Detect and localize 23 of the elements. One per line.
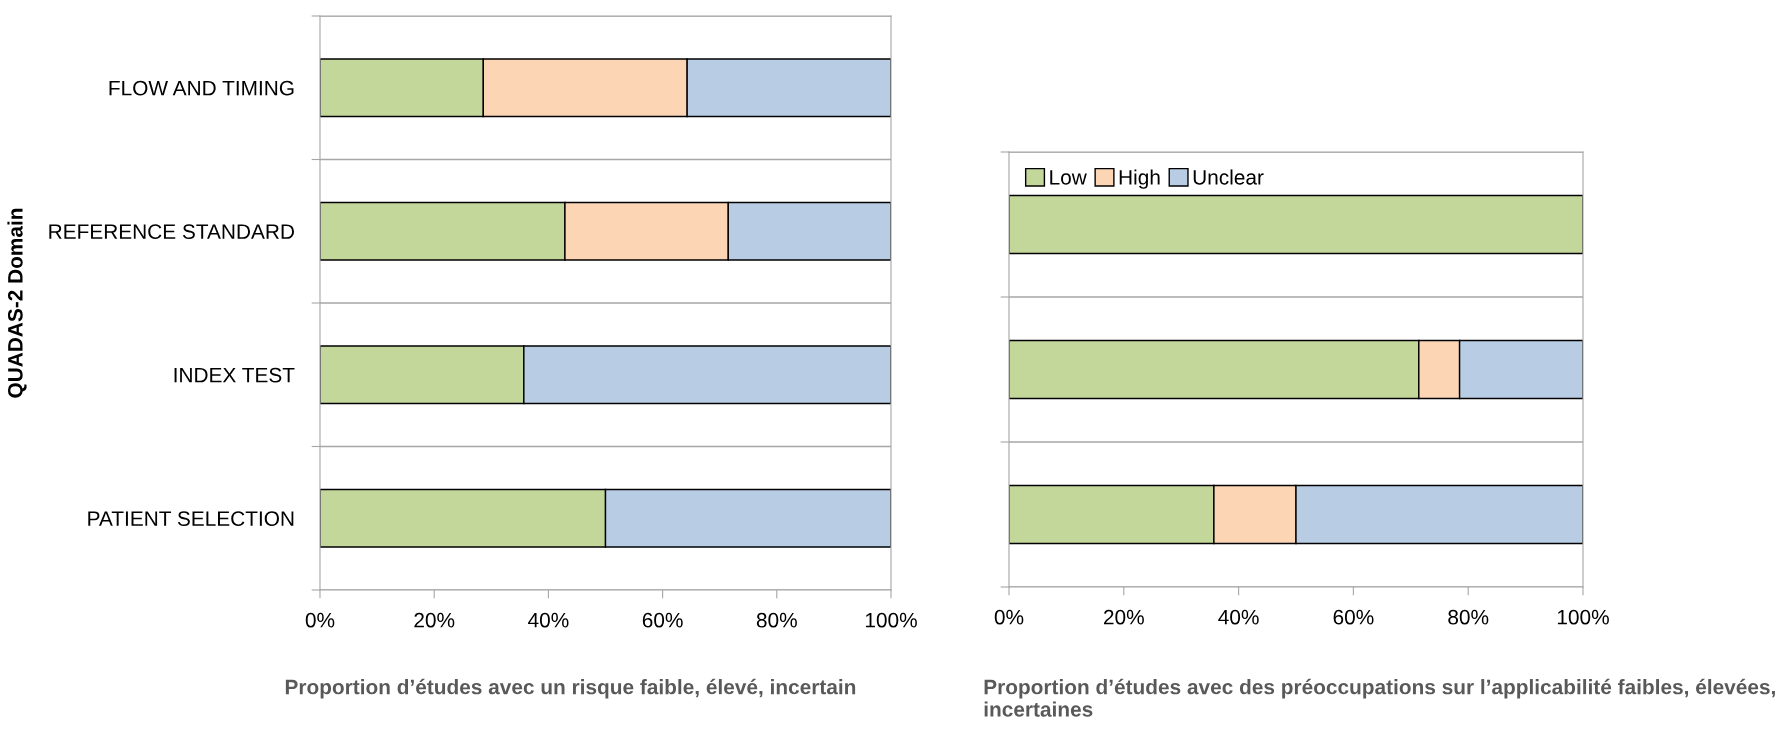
x-tick-label: 0% bbox=[994, 609, 1024, 625]
bar bbox=[1009, 194, 1583, 255]
x-axis-title: Proportion d’études avec un risque faible, élevé, incertain bbox=[285, 678, 856, 699]
x-tick-label: 40% bbox=[528, 612, 569, 628]
x-tick-label: 100% bbox=[1557, 609, 1609, 625]
x-tick-label: 80% bbox=[756, 612, 797, 628]
legend-label: High bbox=[1119, 169, 1160, 189]
x-tick-label: 60% bbox=[1333, 609, 1374, 625]
y-axis-title: QUADAS-2 Domain bbox=[7, 208, 27, 398]
x-tick-label: 80% bbox=[1448, 609, 1489, 625]
y-tick-label: FLOW AND TIMING bbox=[109, 80, 294, 96]
x-tick-label: 60% bbox=[642, 612, 683, 628]
x-axis-title: Proportion d’études avec des préoccupations sur l’applicabilité faibles, élevées, incertaines bbox=[984, 678, 1775, 717]
legend-label: Unclear bbox=[1193, 169, 1264, 185]
x-tick-label: 0% bbox=[305, 612, 335, 628]
y-tick-label: INDEX TEST bbox=[174, 367, 295, 383]
x-tick-label: 20% bbox=[414, 612, 455, 628]
x-tick-label: 20% bbox=[1104, 609, 1144, 625]
x-tick-label: 100% bbox=[865, 612, 917, 628]
legend-label: Low bbox=[1050, 170, 1087, 185]
y-tick-label: PATIENT SELECTION bbox=[88, 511, 294, 526]
x-tick-label: 40% bbox=[1218, 609, 1259, 625]
y-tick-label: REFERENCE STANDARD bbox=[49, 224, 294, 239]
